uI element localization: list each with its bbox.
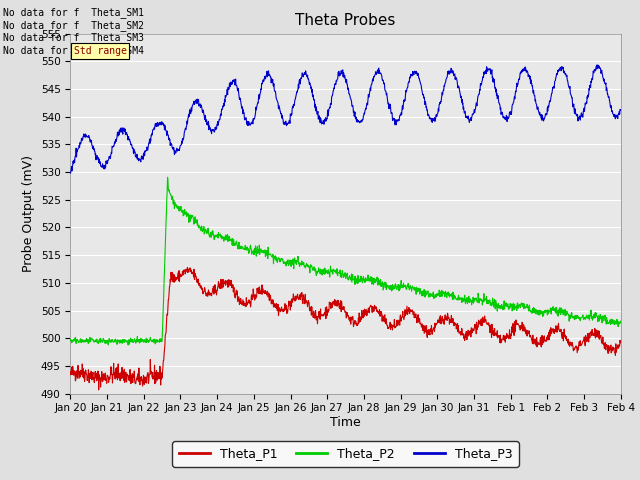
- Text: Std range: Std range: [74, 46, 127, 56]
- Title: Theta Probes: Theta Probes: [296, 13, 396, 28]
- X-axis label: Time: Time: [330, 416, 361, 429]
- Text: No data for f  Theta_SM1
No data for f  Theta_SM2
No data for f  Theta_SM3
No da: No data for f Theta_SM1 No data for f Th…: [3, 7, 144, 56]
- Legend: Theta_P1, Theta_P2, Theta_P3: Theta_P1, Theta_P2, Theta_P3: [172, 441, 519, 467]
- Y-axis label: Probe Output (mV): Probe Output (mV): [22, 155, 35, 272]
